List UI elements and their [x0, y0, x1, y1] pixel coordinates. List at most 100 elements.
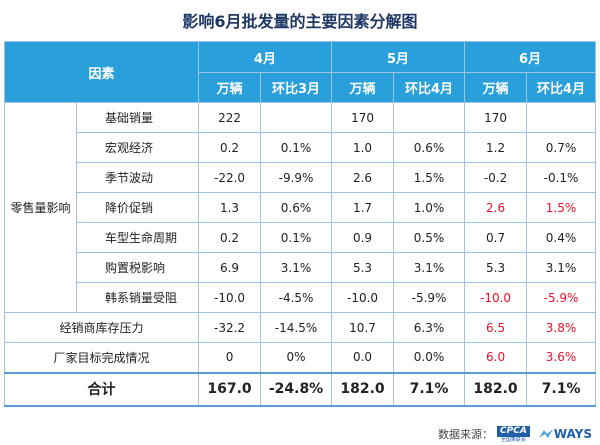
value-cell: -10.0 [198, 282, 262, 313]
value-cell: -22.0 [198, 162, 262, 193]
factor-label: 经销商库存压力 [3, 312, 200, 343]
value-cell: 0.7% [526, 132, 597, 163]
value-cell: 182.0 [331, 371, 395, 407]
ways-logo: WAYS [538, 427, 592, 441]
value-cell: 3.1% [526, 252, 597, 283]
factor-label: 购置税影响 [75, 252, 200, 283]
value-cell [526, 102, 597, 133]
factor-label: 宏观经济 [75, 132, 200, 163]
month-header-apr: 4月 [198, 41, 333, 73]
value-cell: -0.2 [464, 162, 528, 193]
value-cell: 0.1% [260, 132, 333, 163]
value-cell: 0 [198, 342, 262, 373]
ways-swoosh-icon [538, 429, 553, 438]
table-row: 降价促销 1.3 0.6% 1.7 1.0% 2.6 1.5% [5, 192, 597, 223]
total-row: 合计 167.0 -24.8% 182.0 7.1% 182.0 7.1% [3, 371, 597, 407]
factor-label: 季节波动 [75, 162, 200, 193]
value-cell: -0.1% [526, 162, 597, 193]
group-label: 零售量影响 [4, 102, 77, 313]
value-cell: 7.1% [526, 371, 597, 407]
value-cell: -14.5% [260, 312, 333, 343]
subcol-header: 环比4月 [526, 72, 597, 103]
value-cell: 3.1% [260, 252, 333, 283]
header-row-subcols: 万辆 环比3月 万辆 环比4月 万辆 环比4月 [4, 72, 597, 103]
source-footer: 数据来源： CPCA 全国乘联会 WAYS [438, 425, 592, 443]
value-cell: -10.0 [331, 282, 395, 313]
value-cell: 182.0 [464, 371, 528, 407]
value-cell: 5.3 [331, 252, 395, 283]
ways-logo-text: WAYS [553, 427, 592, 441]
value-cell: 0.4% [526, 222, 597, 253]
value-cell: 222 [198, 102, 262, 133]
table-row: 车型生命周期 0.2 0.1% 0.9 0.5% 0.7 0.4% [5, 222, 597, 253]
value-cell: -24.8% [260, 371, 333, 407]
value-cell: 6.3% [393, 312, 466, 343]
table-row: 零售量影响 基础销量 222 170 170 [4, 102, 597, 313]
value-cell: 167.0 [198, 371, 262, 407]
subcol-header: 环比4月 [393, 72, 466, 103]
value-cell: 2.6 [331, 162, 395, 193]
value-cell: 5.3 [464, 252, 528, 283]
header-row-months: 因素 4月 5月 6月 [3, 41, 597, 103]
month-header-may: 5月 [331, 41, 466, 73]
value-cell: 0.6% [393, 132, 466, 163]
subcol-header: 万辆 [198, 72, 262, 103]
value-cell: 0.1% [260, 222, 333, 253]
value-cell: 3.1% [393, 252, 466, 283]
page-title: 影响6月批发量的主要因素分解图 [182, 12, 418, 31]
value-cell: 6.9 [198, 252, 262, 283]
value-cell: 10.7 [331, 312, 395, 343]
month-header-jun: 6月 [464, 41, 597, 73]
factor-label: 韩系销量受阻 [75, 282, 200, 313]
table-row: 宏观经济 0.2 0.1% 1.0 0.6% 1.2 0.7% [5, 132, 597, 163]
source-label: 数据来源： [438, 428, 494, 441]
cpca-logo-text: CPCA [497, 425, 530, 437]
table-row: 经销商库存压力 -32.2 -14.5% 10.7 6.3% 6.5 3.8% [3, 312, 597, 343]
cpca-logo-subtext: 全国乘联会 [500, 436, 526, 443]
value-cell [260, 102, 333, 133]
value-cell: -4.5% [260, 282, 333, 313]
value-cell: 7.1% [393, 371, 466, 407]
value-cell: 2.6 [464, 192, 528, 223]
value-cell: 170 [464, 102, 528, 133]
factor-label: 基础销量 [75, 102, 200, 133]
value-cell: -5.9% [526, 282, 597, 313]
table-row: 厂家目标完成情况 0 0% 0.0 0.0% 6.0 3.6% [3, 342, 597, 373]
value-cell: 6.0 [464, 342, 528, 373]
value-cell: 1.0% [393, 192, 466, 223]
factor-label: 车型生命周期 [75, 222, 200, 253]
value-cell: 1.3 [198, 192, 262, 223]
subcol-header: 万辆 [331, 72, 395, 103]
value-cell: -9.9% [260, 162, 333, 193]
table-row: 季节波动 -22.0 -9.9% 2.6 1.5% -0.2 -0.1% [5, 162, 597, 193]
value-cell: -5.9% [393, 282, 466, 313]
cpca-logo: CPCA 全国乘联会 [497, 425, 530, 443]
factor-table: 因素 4月 5月 6月 万辆 环比3月 万辆 环比4月 万辆 环比4月 零售量影… [3, 41, 597, 407]
total-label: 合计 [3, 371, 200, 407]
value-cell: 3.8% [526, 312, 597, 343]
value-cell: 0.9 [331, 222, 395, 253]
value-cell: 0.6% [260, 192, 333, 223]
value-cell: 0.2 [198, 132, 262, 163]
table-row: 韩系销量受阻 -10.0 -4.5% -10.0 -5.9% -10.0 -5.9% [5, 282, 597, 313]
factor-label: 厂家目标完成情况 [3, 342, 200, 373]
value-cell: 170 [331, 102, 395, 133]
value-cell: 1.5% [393, 162, 466, 193]
value-cell: 6.5 [464, 312, 528, 343]
table-row: 购置税影响 6.9 3.1% 5.3 3.1% 5.3 3.1% [5, 252, 597, 283]
subcol-header: 万辆 [464, 72, 528, 103]
factor-header: 因素 [3, 41, 200, 103]
value-cell [393, 102, 466, 133]
value-cell: 0.0 [331, 342, 395, 373]
value-cell: 1.0 [331, 132, 395, 163]
value-cell: 0.2 [198, 222, 262, 253]
subcol-header: 环比3月 [260, 72, 333, 103]
value-cell: 1.7 [331, 192, 395, 223]
value-cell: 0.0% [393, 342, 466, 373]
value-cell: 3.6% [526, 342, 597, 373]
value-cell: 1.5% [526, 192, 597, 223]
value-cell: -32.2 [198, 312, 262, 343]
factor-label: 降价促销 [75, 192, 200, 223]
value-cell: 0.7 [464, 222, 528, 253]
value-cell: 0% [260, 342, 333, 373]
